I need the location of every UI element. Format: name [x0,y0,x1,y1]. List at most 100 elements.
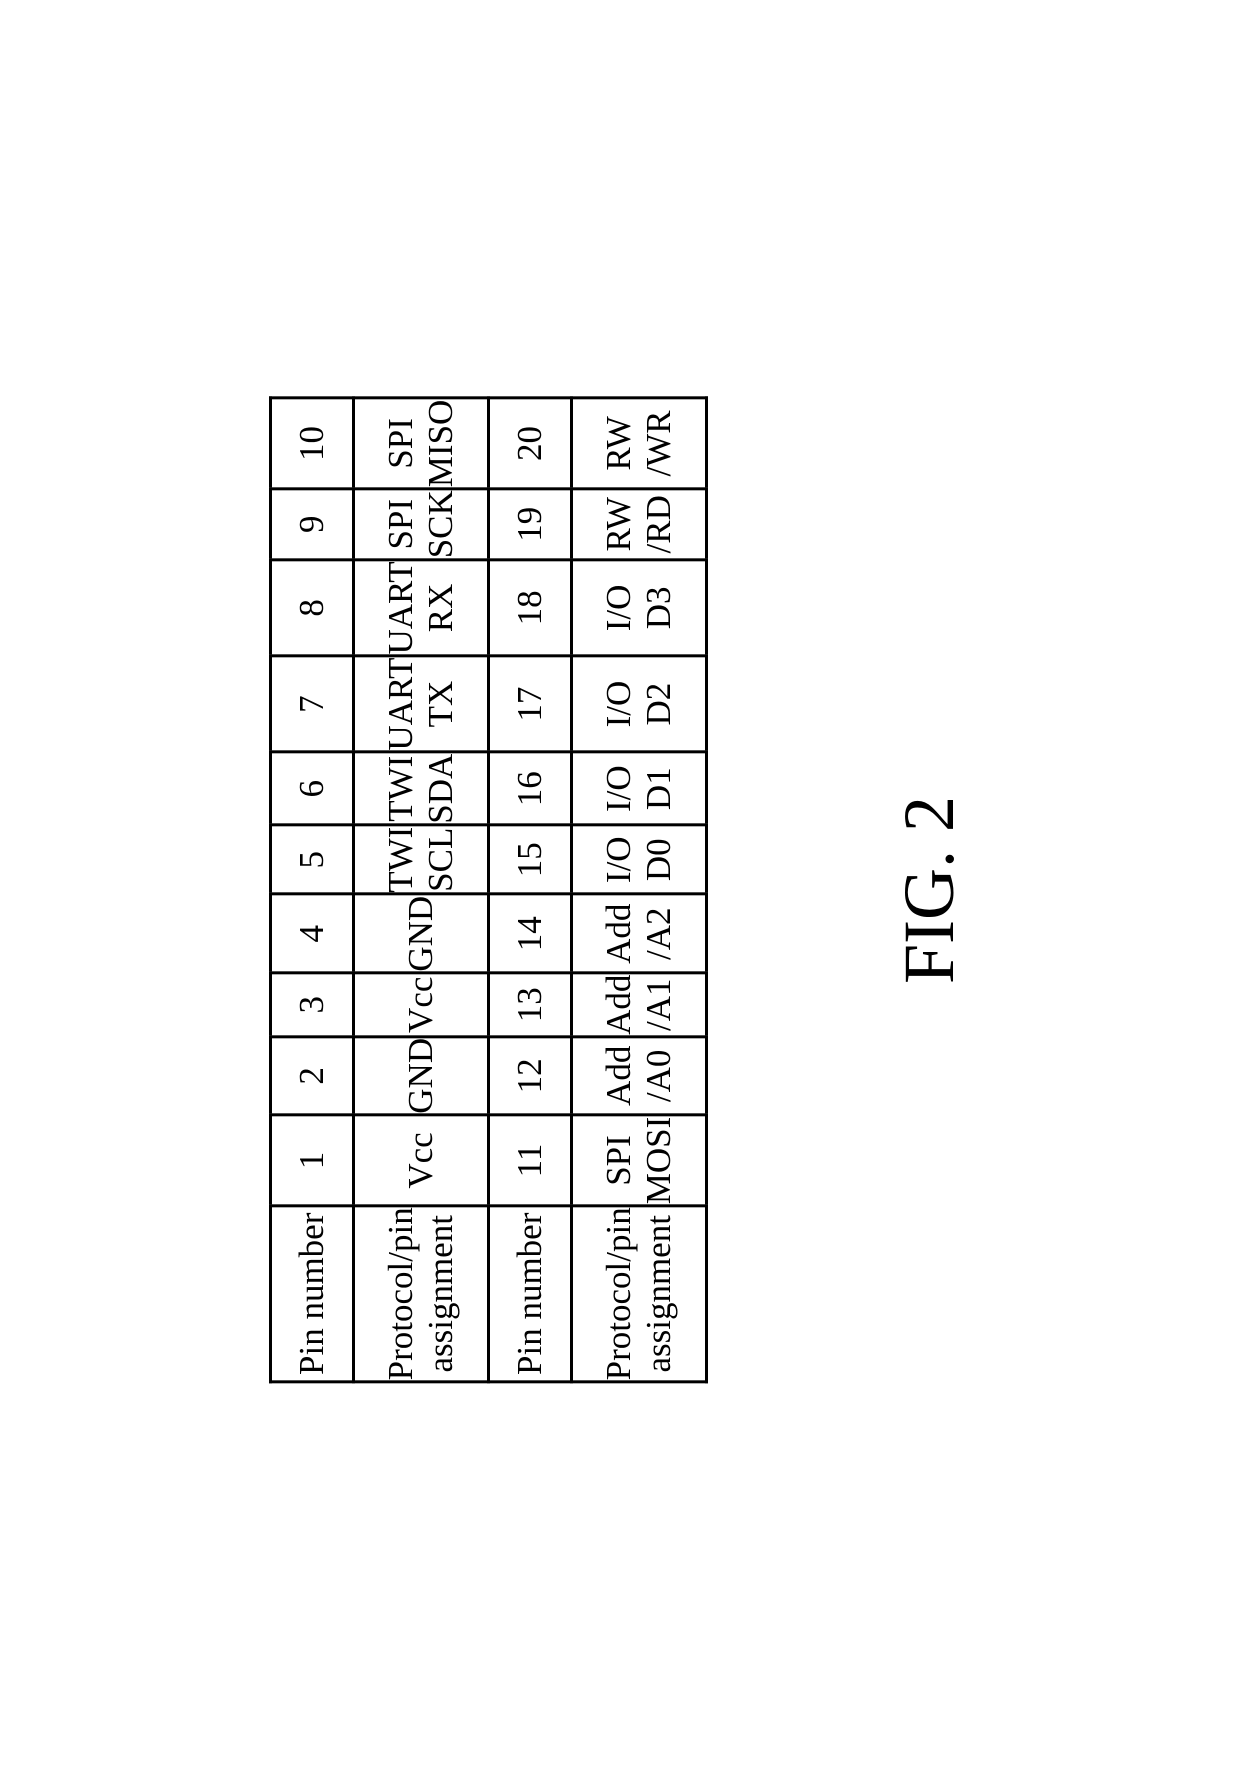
row-header-label: Pin number [510,1213,550,1375]
cell-l1: GND [401,896,441,972]
pin-number-cell: 9 [271,489,354,560]
pin-number-cell: 12 [489,1036,572,1115]
pin-number-cell: 17 [489,656,572,752]
cell-l1: SPI [599,1135,639,1186]
cell-text: 20 [510,426,549,461]
cell-l1: RW [599,416,639,470]
cell-text: 8 [292,599,331,617]
cell-l1: SPI [381,499,421,550]
cell-l1: I/O [599,585,639,632]
cell-l2: /A2 [639,907,679,960]
cell-l1: Add [599,904,639,964]
assign-cell: RW/WR [572,398,707,489]
cell-l1: I/O [599,836,639,883]
cell-text: 14 [510,916,549,951]
assign-cell: I/OD1 [572,752,707,825]
pin-number-row-top: Pin number 1 2 3 4 5 6 7 8 9 10 [271,398,354,1382]
pin-number-cell: 14 [489,894,572,973]
row-header-label-l2: assignment [421,1215,461,1372]
cell-l2: D0 [639,838,679,881]
cell-text: 15 [510,842,549,877]
cell-l2: /A1 [639,979,679,1032]
assign-cell: Add/A0 [572,1036,707,1115]
row-header-label-l1: Protocol/pin [381,1207,421,1380]
pin-number-cell: 20 [489,398,572,489]
pin-number-cell: 4 [271,894,354,973]
pin-number-cell: 18 [489,560,572,656]
cell-l2: RX [421,584,461,633]
cell-text: 6 [292,780,331,798]
cell-l1: Vcc [401,1132,441,1188]
pin-number-cell: 13 [489,973,572,1036]
pin-number-cell: 11 [489,1115,572,1206]
assign-cell: RW/RD [572,489,707,560]
cell-text: 11 [510,1144,549,1178]
cell-l2: SDA [421,754,461,824]
cell-l1: TWI [381,827,421,893]
row-header-label-l1: Protocol/pin [599,1207,639,1380]
cell-l2: SCL [421,828,461,892]
assign-cell: SPIMOSI [572,1115,707,1206]
assign-cell: SPISCK [354,489,489,560]
assign-cell: GND [354,894,489,973]
pin-number-cell: 10 [271,398,354,489]
row-header-protocol-top: Protocol/pin assignment [354,1206,489,1382]
assign-cell: GND [354,1036,489,1115]
cell-text: 18 [510,590,549,625]
assign-cell: TWISCL [354,825,489,894]
row-header-label-l2: assignment [639,1215,679,1372]
cell-l2: /A0 [639,1050,679,1103]
cell-l1: GND [401,1038,441,1114]
row-header-protocol-bottom: Protocol/pin assignment [572,1206,707,1382]
cell-l1: Vcc [401,977,441,1033]
protocol-assignment-row-bottom: Protocol/pin assignment SPIMOSI Add/A0 A… [572,398,707,1382]
cell-l2: /RD [639,495,679,553]
figure-caption: FIG. 2 [888,796,971,984]
cell-l2: TX [421,681,461,728]
cell-l2: MISO [421,400,461,488]
pin-number-cell: 2 [271,1036,354,1115]
cell-text: 16 [510,771,549,806]
cell-text: 3 [292,996,331,1014]
pin-number-cell: 5 [271,825,354,894]
cell-text: 13 [510,987,549,1022]
cell-l1: UART [381,657,421,750]
cell-text: 1 [292,1152,331,1170]
cell-text: 4 [292,925,331,943]
assign-cell: Vcc [354,1115,489,1206]
content-wrapper: Pin number 1 2 3 4 5 6 7 8 9 10 Protocol… [269,397,971,1384]
pin-number-cell: 1 [271,1115,354,1206]
assign-cell: I/OD0 [572,825,707,894]
assign-cell: Vcc [354,973,489,1036]
assign-cell: I/OD3 [572,560,707,656]
cell-text: 19 [510,507,549,542]
pin-assignment-table: Pin number 1 2 3 4 5 6 7 8 9 10 Protocol… [269,397,708,1384]
cell-l2: SCK [421,490,461,558]
pin-number-cell: 7 [271,656,354,752]
pin-number-cell: 8 [271,560,354,656]
cell-l1: Add [599,975,639,1035]
cell-l2: /WR [639,410,679,476]
cell-l1: TWI [381,756,421,822]
cell-l2: D3 [639,587,679,630]
cell-text: 9 [292,516,331,534]
assign-cell: I/OD2 [572,656,707,752]
cell-text: 2 [292,1067,331,1085]
assign-cell: SPIMISO [354,398,489,489]
assign-cell: Add/A2 [572,894,707,973]
assign-cell: Add/A1 [572,973,707,1036]
cell-l1: SPI [381,418,421,469]
row-header-pin-number-top: Pin number [271,1206,354,1382]
pin-number-cell: 3 [271,973,354,1036]
cell-l1: I/O [599,681,639,728]
cell-text: 17 [510,687,549,722]
cell-l2: D1 [639,767,679,810]
cell-l2: MOSI [639,1117,679,1205]
cell-l1: UART [381,561,421,654]
pin-number-cell: 19 [489,489,572,560]
cell-l1: Add [599,1046,639,1106]
cell-text: 7 [292,695,331,713]
pin-number-cell: 15 [489,825,572,894]
cell-text: 10 [292,426,331,461]
pin-number-row-bottom: Pin number 11 12 13 14 15 16 17 18 19 20 [489,398,572,1382]
